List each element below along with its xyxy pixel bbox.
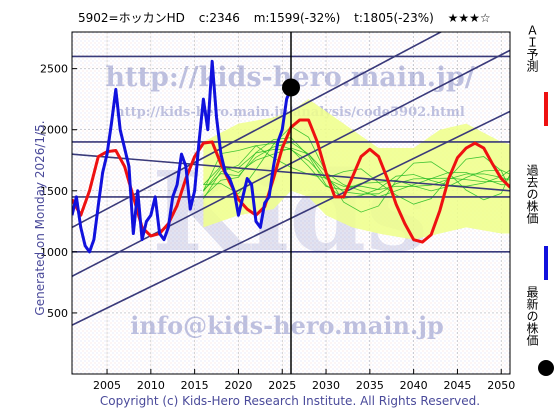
legend-past-swatch (544, 246, 548, 280)
y-tick-label: 500 (47, 307, 68, 320)
middle-price: m:1599(-32%) (253, 11, 341, 25)
ensemble-line (203, 145, 510, 205)
x-tick-label: 2030 (312, 379, 340, 392)
generated-date: Generated on Monday 2026/1/5. (33, 120, 47, 316)
x-tick-label: 2025 (268, 379, 296, 392)
code-name: 5902=ホッカンHD (78, 11, 185, 25)
x-tick-label: 2040 (400, 379, 428, 392)
ensemble-line (203, 149, 510, 192)
legend-ai-label: ＡＩ予測 (525, 24, 539, 72)
x-tick-label: 2015 (181, 379, 209, 392)
current-price: c:2346 (198, 11, 240, 25)
y-tick-label: 2500 (40, 63, 68, 76)
x-tick-label: 2010 (137, 379, 165, 392)
current-price-marker (282, 78, 300, 97)
legend-latest: 最新の株価 (520, 286, 560, 396)
x-tick-label: 2020 (224, 379, 252, 392)
ensemble-line (203, 137, 510, 199)
y-tick-label: 1000 (40, 246, 68, 259)
rating-stars: ★★★☆ (447, 11, 491, 25)
y-tick-label: 1500 (40, 185, 68, 198)
legend-ai: ＡＩ予測 (520, 24, 560, 126)
ensemble-line (203, 147, 510, 198)
legend-past-label: 過去の株価 (525, 164, 539, 224)
x-tick-label: 2035 (356, 379, 384, 392)
chart-header: 5902=ホッカンHD c:2346 m:1599(-32%) t:1805(-… (78, 9, 538, 26)
legend-latest-label: 最新の株価 (525, 286, 539, 346)
x-tick-label: 2050 (487, 379, 515, 392)
legend-past: 過去の株価 (520, 164, 560, 284)
x-tick-label: 2045 (443, 379, 471, 392)
legend: ＡＩ予測 過去の株価 最新の株価 (520, 24, 560, 394)
y-tick-label: 2000 (40, 124, 68, 137)
legend-latest-marker (538, 360, 554, 376)
x-tick-label: 2005 (93, 379, 121, 392)
watermark-email: info@kids-hero.main.jp (130, 311, 444, 340)
ensemble-line (203, 141, 510, 195)
copyright: Copyright (c) Kids-Hero Research Institu… (99, 394, 481, 408)
target-price: t:1805(-23%) (354, 11, 434, 25)
past-price-line (72, 59, 293, 254)
legend-ai-swatch (544, 92, 548, 126)
